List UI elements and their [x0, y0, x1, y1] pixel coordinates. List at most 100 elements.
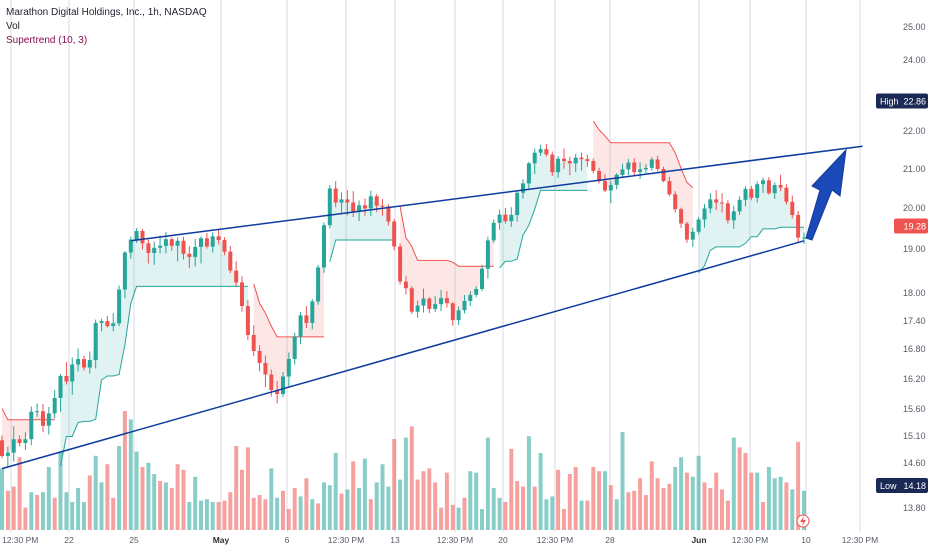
volume-bar	[626, 492, 631, 530]
volume-bar	[158, 481, 163, 530]
volume-bar	[409, 426, 414, 530]
candlesticks	[0, 143, 806, 468]
time-axis: 12:30 PM 22 25 May 6 12:30 PM 13 12:30 PM 20 12:3…	[2, 535, 878, 545]
candle-body	[661, 169, 666, 182]
candle-body	[784, 187, 789, 202]
volume-bar	[585, 500, 590, 530]
candle-body	[263, 363, 268, 375]
candle-body	[415, 305, 420, 312]
candle-body	[368, 196, 373, 209]
candle-body	[620, 169, 625, 175]
candle-body	[433, 304, 438, 309]
candle-body	[474, 289, 479, 295]
candle-body	[684, 223, 689, 240]
volume-bar	[550, 496, 555, 530]
volume-bar	[480, 509, 484, 530]
volume-bar	[421, 471, 426, 530]
price-tick: 19.00	[903, 244, 926, 254]
supertrend-fill	[60, 235, 248, 466]
symbol-title[interactable]: Marathon Digital Holdings, Inc., 1h, NAS…	[6, 7, 207, 18]
supertrend-line	[253, 283, 324, 338]
high-badge-label: High	[880, 96, 899, 106]
volume-bar	[468, 471, 473, 530]
flash-icon-glyph	[800, 516, 806, 526]
supertrend-fill	[593, 121, 693, 236]
candle-body	[392, 221, 397, 247]
supertrend-fill	[329, 195, 395, 262]
volume-bar	[240, 469, 244, 530]
candle-body	[626, 162, 631, 170]
volume-bar	[679, 457, 684, 530]
volume-bar	[146, 462, 151, 530]
candle-body	[152, 247, 157, 253]
high-badge-bg	[876, 93, 928, 109]
candle-body	[169, 239, 174, 246]
supertrend-line	[592, 120, 694, 189]
supertrend-bands	[1, 120, 804, 466]
volume-bar	[99, 482, 104, 530]
candle-body	[310, 301, 315, 323]
candle-body	[614, 174, 619, 185]
volume-bar	[638, 478, 643, 530]
volume-bar	[64, 492, 69, 530]
candle-body	[304, 315, 309, 323]
candle-body	[374, 196, 379, 206]
price-tick: 24.00	[903, 55, 926, 65]
volume-bar	[503, 502, 508, 530]
candle-body	[286, 359, 291, 377]
price-tick: 20.00	[903, 203, 926, 213]
volume-bar	[345, 489, 350, 530]
candle-body	[497, 214, 502, 223]
volume-bar	[456, 507, 461, 530]
candle-body	[275, 390, 280, 394]
volume-bar	[251, 497, 256, 530]
candle-body	[667, 181, 672, 195]
candle-body	[526, 163, 531, 184]
volume-bar	[140, 467, 145, 530]
candle-body	[532, 152, 537, 164]
candle-body	[766, 180, 771, 194]
volume-bar	[696, 455, 701, 530]
volume-legend[interactable]: Vol	[6, 21, 20, 32]
candle-body	[240, 282, 244, 306]
supertrend-legend[interactable]: Supertrend (10, 3)	[6, 35, 88, 46]
candle-body	[386, 206, 391, 222]
candle-body	[46, 413, 51, 426]
candle-body	[603, 181, 607, 191]
breakout-arrow	[805, 148, 847, 241]
candle-body	[0, 440, 4, 456]
low-badge: Low 14.18	[876, 478, 928, 493]
candle-body	[403, 281, 408, 289]
candle-body	[41, 411, 45, 426]
candle-body	[515, 192, 520, 215]
candle-body	[690, 231, 695, 240]
volume-bar	[304, 478, 309, 530]
candle-body	[292, 336, 297, 359]
price-tick: 16.20	[903, 374, 926, 384]
volume-bar	[673, 467, 678, 530]
volume-bar	[772, 478, 777, 530]
candle-body	[298, 315, 303, 337]
candle-body	[362, 205, 367, 209]
time-tick: 20	[498, 535, 508, 545]
high-badge: High 22.86	[876, 93, 928, 109]
candle-body	[122, 252, 127, 290]
volume-bar	[181, 469, 186, 530]
volume-bar	[380, 464, 385, 530]
candle-body	[427, 298, 432, 309]
last-price-badge-value: 19.28	[903, 222, 926, 232]
candle-body	[251, 335, 256, 351]
time-tick: 13	[390, 535, 400, 545]
candle-body	[439, 298, 444, 305]
volume-bar	[790, 489, 795, 530]
volume-bar	[228, 492, 233, 530]
volume-bar	[76, 488, 81, 530]
time-tick: 12:30 PM	[328, 535, 364, 545]
candle-body	[11, 439, 16, 453]
candle-body	[99, 321, 104, 323]
candle-body	[117, 289, 122, 324]
candle-body	[567, 161, 572, 164]
candle-body	[708, 199, 713, 209]
price-tick: 15.10	[903, 431, 926, 441]
